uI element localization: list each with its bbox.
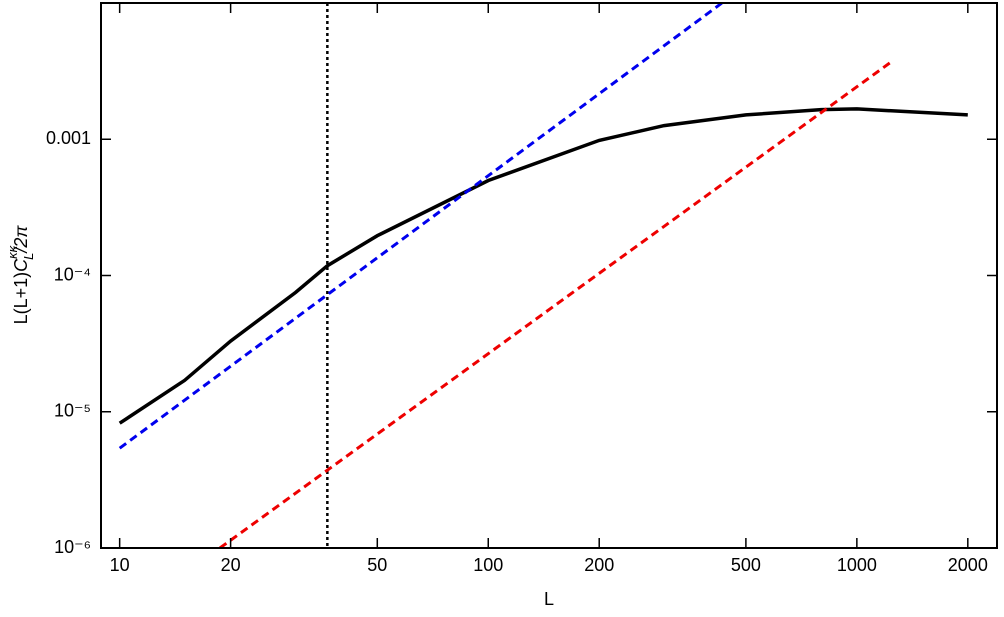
y-tick-label: 10⁻⁴ (54, 264, 91, 284)
line-series (118, 3, 723, 450)
y-tick-label: 0.001 (46, 128, 91, 148)
plot-frame (100, 2, 998, 549)
x-tick-label: 2000 (948, 555, 988, 575)
x-tick-label: 20 (221, 555, 241, 575)
y-label-part: κκ (5, 244, 20, 259)
line-series (118, 107, 968, 425)
y-tick-label: 10⁻⁶ (54, 537, 91, 557)
line-series (219, 61, 891, 548)
y-tick-label: 10⁻⁵ (54, 401, 91, 421)
y-label-part: /2π (11, 225, 31, 255)
x-tick-label: 200 (584, 555, 614, 575)
x-tick-label: 500 (731, 555, 761, 575)
y-label-part: C (11, 258, 31, 272)
y-axis-label: L(L+1)CκκL/2π (5, 225, 36, 325)
x-tick-label: 100 (473, 555, 503, 575)
y-label-part: L (21, 253, 36, 260)
x-tick-label: 10 (110, 555, 130, 575)
y-label-part: L(L+1) (11, 272, 31, 325)
x-tick-label: 50 (367, 555, 387, 575)
x-axis-label: L (544, 589, 554, 609)
x-tick-label: 1000 (837, 555, 877, 575)
plot (118, 3, 968, 548)
